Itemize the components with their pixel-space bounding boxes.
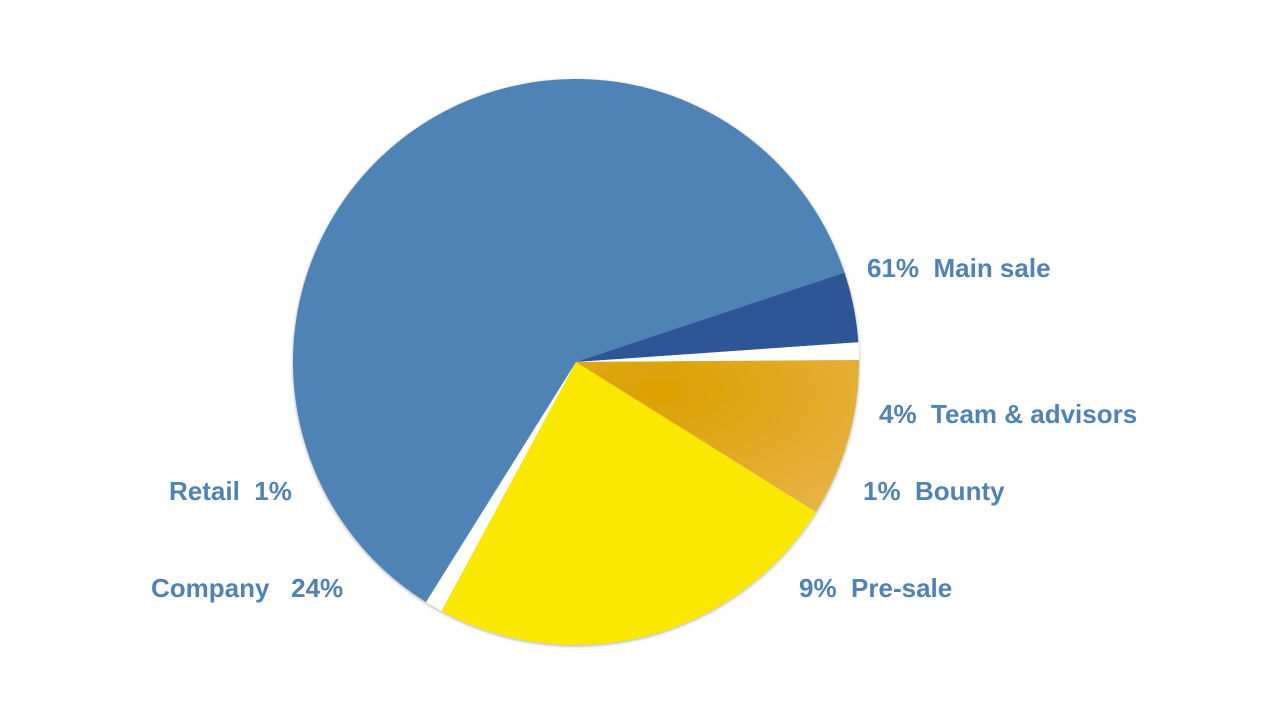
slice-label-retail: Retail 1% bbox=[169, 476, 292, 506]
slice-label-pre-sale: 9% Pre-sale bbox=[799, 573, 952, 603]
pie-slice-bounty bbox=[576, 342, 859, 362]
pie-slice-retail bbox=[426, 362, 576, 611]
slice-label-bounty: 1% Bounty bbox=[863, 476, 1005, 506]
slice-label-main-sale: 61% Main sale bbox=[867, 253, 1051, 283]
slice-label-company: Company 24% bbox=[151, 573, 343, 603]
pie-slice-pre-sale bbox=[576, 360, 859, 512]
labels-layer: 61% Main sale 4% Team & advisors 1% Bounty… bbox=[151, 253, 1137, 603]
slice-label-team-and-advisors: 4% Team & advisors bbox=[879, 399, 1137, 429]
pie-slice-team-and-advisors bbox=[576, 272, 859, 362]
pie-slice-company bbox=[441, 362, 816, 645]
pie-slice-main-sale bbox=[292, 79, 845, 602]
slices-layer bbox=[292, 79, 859, 645]
